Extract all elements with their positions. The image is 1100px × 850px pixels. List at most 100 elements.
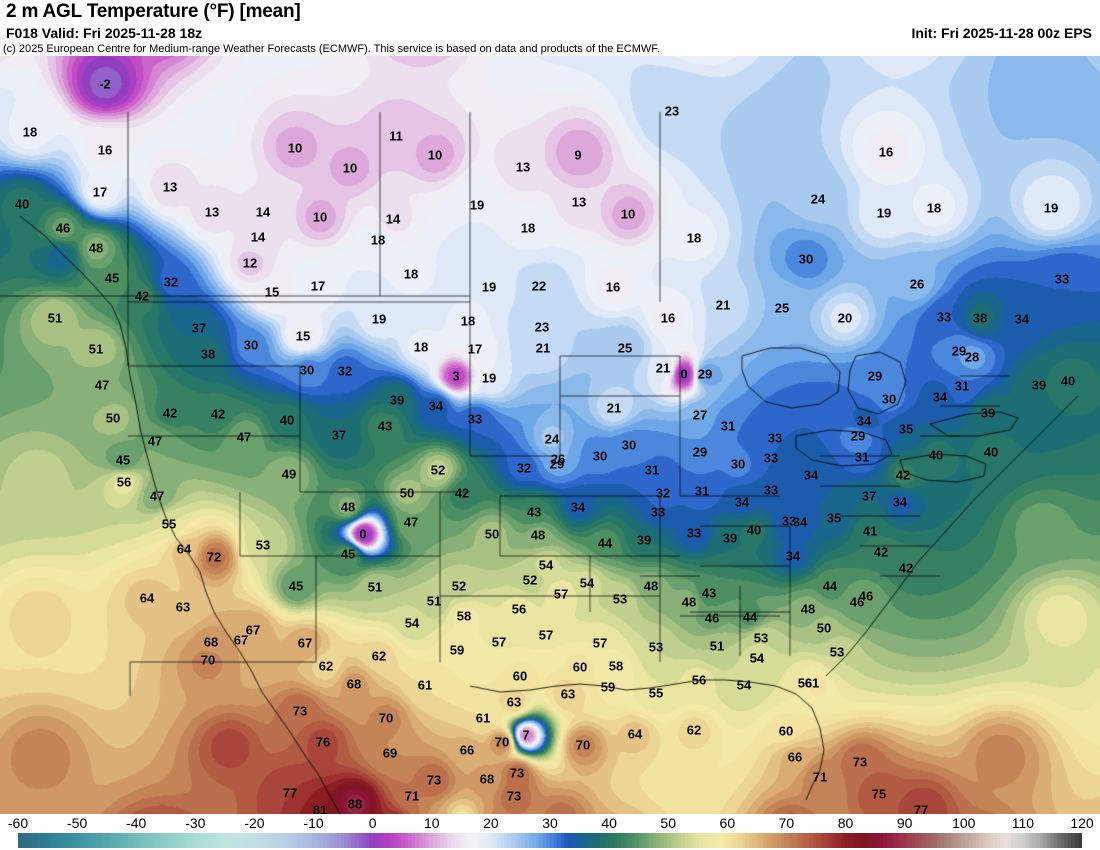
colorbar-swatch	[1007, 833, 1012, 848]
colorbar-swatch	[844, 833, 848, 848]
colorbar-swatch	[259, 833, 263, 848]
colorbar-swatch	[745, 833, 749, 848]
colorbar-gradient[interactable]	[18, 833, 1083, 848]
temperature-value-label: 18	[413, 339, 429, 355]
colorbar-swatch	[791, 833, 795, 848]
colorbar-panel: -60 -50 -40 -30 -20 -10 0 10 20 30 40 50 60 70 80 90 100…	[0, 814, 1100, 850]
colorbar-swatch	[326, 833, 331, 848]
colorbar-swatch	[117, 833, 121, 848]
colorbar-swatch	[773, 833, 778, 848]
temperature-value-label: 49	[281, 466, 297, 482]
colorbar-swatch	[943, 833, 948, 848]
colorbar-swatch	[319, 833, 324, 848]
colorbar-swatch	[163, 833, 167, 848]
colorbar-swatch	[911, 833, 916, 848]
colorbar-swatch	[787, 833, 792, 848]
temperature-value-label: 45	[104, 270, 120, 286]
colorbar-swatch	[386, 833, 391, 848]
colorbar-swatch	[333, 833, 338, 848]
colorbar-swatch	[60, 833, 65, 848]
temperature-value-label: 24	[544, 431, 560, 447]
temperature-value-label: 17	[92, 184, 108, 200]
colorbar-swatch	[365, 833, 370, 848]
colorbar-swatch	[628, 833, 632, 848]
temperature-value-label: 34	[856, 413, 872, 429]
colorbar-swatch	[684, 833, 689, 848]
temperature-value-label: 29	[867, 368, 883, 384]
colorbar-swatch	[120, 833, 125, 848]
colorbar-swatch	[46, 833, 50, 848]
temperature-value-label: 34	[734, 494, 750, 510]
temperature-value-label: 39	[722, 530, 738, 546]
colorbar-swatch	[936, 833, 941, 848]
temperature-value-label: 18	[520, 220, 536, 236]
colorbar-swatch	[862, 833, 866, 848]
temperature-value-label: 46	[55, 220, 71, 236]
colorbar-swatch	[986, 833, 990, 848]
colorbar-swatch	[372, 833, 377, 848]
colorbar-swatch	[195, 833, 199, 848]
colorbar-swatch	[1078, 833, 1083, 848]
colorbar-swatch	[816, 833, 820, 848]
colorbar-swatch	[149, 833, 153, 848]
temperature-value-label: 59	[449, 642, 465, 658]
temperature-value-label: 73	[509, 765, 525, 781]
temperature-value-label: 53	[829, 644, 845, 660]
colorbar-swatch	[965, 833, 969, 848]
colorbar-swatch	[503, 833, 508, 848]
colorbar-swatch	[532, 833, 536, 848]
colorbar-swatch	[996, 833, 1001, 848]
colorbar-swatch	[202, 833, 206, 848]
temperature-value-label: 48	[800, 601, 816, 617]
temperature-value-label: -2	[99, 76, 111, 92]
temperature-value-label: 39	[389, 392, 405, 408]
colorbar-swatch	[280, 833, 285, 848]
temperature-value-label: 20	[837, 310, 853, 326]
colorbar-swatch	[883, 833, 887, 848]
temperature-value-label: 37	[331, 427, 347, 443]
colorbar-swatch	[645, 833, 650, 848]
temperature-value-label: 53	[255, 537, 271, 553]
temperature-value-label: 13	[571, 194, 587, 210]
colorbar-swatch	[589, 833, 593, 848]
weather-map[interactable]: 18 -2 16 17 40 46 48 45 42 51 51 47 50 47 45 56 47 55 64 64…	[0, 56, 1100, 814]
temperature-value-label: 70	[200, 652, 216, 668]
colorbar-tick: -50	[66, 815, 88, 831]
colorbar-swatch	[947, 833, 951, 848]
colorbar-swatch	[933, 833, 937, 848]
temperature-value-label: 40	[279, 412, 295, 428]
temperature-value-label: 33	[781, 513, 797, 529]
colorbar-swatch	[106, 833, 111, 848]
colorbar-swatch	[103, 833, 107, 848]
temperature-value-label: 33	[763, 482, 779, 498]
colorbar-swatch	[216, 833, 221, 848]
colorbar-swatch	[64, 833, 68, 848]
colorbar-swatch	[525, 833, 529, 848]
colorbar-swatch	[656, 833, 660, 848]
colorbar-tick: -60	[7, 815, 29, 831]
temperature-value-label: 32	[337, 363, 353, 379]
colorbar-tick: 120	[1070, 815, 1094, 831]
colorbar-swatch	[312, 833, 316, 848]
temperature-field-canvas	[0, 56, 1100, 814]
colorbar-swatch	[557, 833, 561, 848]
temperature-value-label: 48	[340, 499, 356, 515]
colorbar-swatch	[511, 833, 515, 848]
colorbar-swatch	[205, 833, 210, 848]
colorbar-swatch	[528, 833, 533, 848]
colorbar-swatch	[652, 833, 657, 848]
temperature-value-label: 12	[242, 255, 258, 271]
colorbar-swatch	[982, 833, 987, 848]
colorbar-swatch	[904, 833, 909, 848]
colorbar-swatch	[184, 833, 189, 848]
colorbar-swatch	[301, 833, 306, 848]
colorbar-swatch	[620, 833, 625, 848]
init-time-label: Init: Fri 2025-11-28 00z EPS	[911, 25, 1092, 41]
colorbar-swatch	[879, 833, 884, 848]
temperature-value-label: 35	[898, 421, 914, 437]
colorbar-swatch	[599, 833, 604, 848]
temperature-value-label: 54	[404, 615, 420, 631]
colorbar-swatch	[383, 833, 387, 848]
temperature-value-label: 60	[572, 659, 588, 675]
colorbar-swatch	[475, 833, 480, 848]
